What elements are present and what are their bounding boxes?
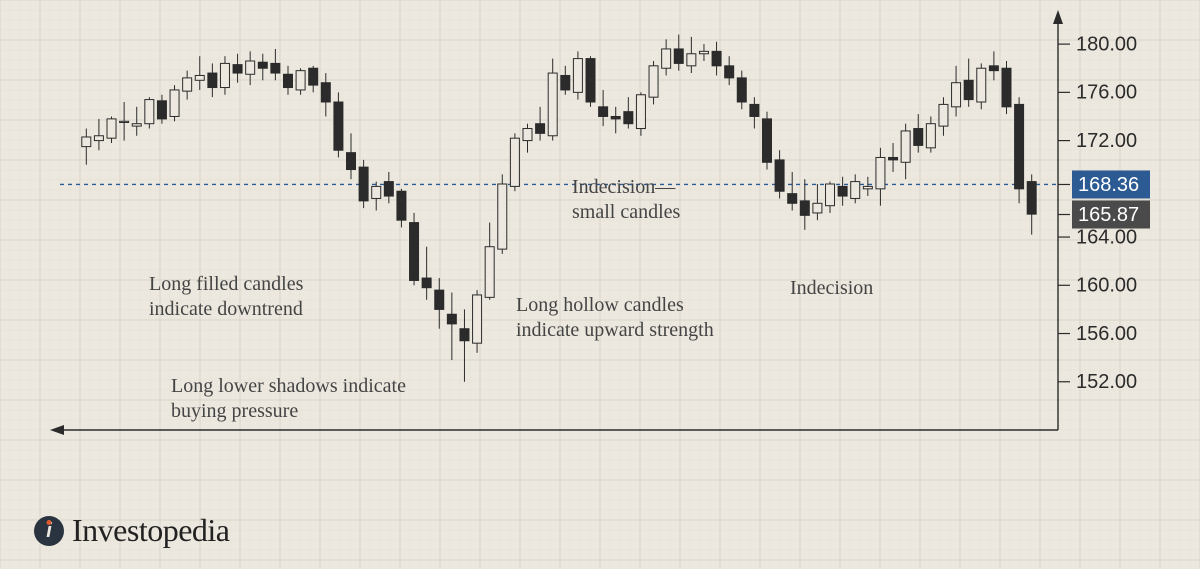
annotation-lower-shadow: Long lower shadows indicate buying press… bbox=[171, 374, 406, 424]
candle-body bbox=[157, 101, 166, 119]
candle-body bbox=[410, 223, 419, 281]
candle-body bbox=[624, 112, 633, 124]
candle-body bbox=[687, 54, 696, 66]
candle-body bbox=[914, 129, 923, 146]
candle-body bbox=[510, 138, 519, 186]
candle-body bbox=[561, 75, 570, 89]
candle-body bbox=[372, 186, 381, 198]
candle-body bbox=[1027, 182, 1036, 215]
candle-body bbox=[813, 203, 822, 213]
candle-body bbox=[712, 51, 721, 65]
candle-body bbox=[926, 124, 935, 148]
candle-body bbox=[586, 59, 595, 102]
candle-body bbox=[309, 68, 318, 85]
candle-body bbox=[120, 121, 129, 122]
candle-body bbox=[271, 63, 280, 73]
candle-body bbox=[94, 136, 103, 141]
candle-body bbox=[788, 194, 797, 204]
candle-body bbox=[334, 102, 343, 150]
candle-body bbox=[699, 51, 708, 53]
candle-body bbox=[725, 66, 734, 78]
ytick-label: 172.00 bbox=[1076, 130, 1137, 152]
price-box-label: 168.36 bbox=[1078, 174, 1139, 196]
candle-body bbox=[246, 61, 255, 74]
candle-body bbox=[636, 95, 645, 129]
candle-body bbox=[498, 184, 507, 249]
candle-body bbox=[851, 182, 860, 199]
candle-body bbox=[977, 68, 986, 102]
candle-body bbox=[384, 182, 393, 196]
ytick-label: 180.00 bbox=[1076, 33, 1137, 55]
annotation-downtrend: Long filled candles indicate downtrend bbox=[149, 272, 303, 322]
candle-body bbox=[422, 278, 431, 288]
candle-body bbox=[989, 66, 998, 71]
candle-body bbox=[573, 59, 582, 93]
candle-body bbox=[863, 186, 872, 188]
y-ticks: 180.00 176.00 172.00 168.36 165.87164.00 160.… bbox=[1058, 33, 1150, 393]
candle-body bbox=[447, 314, 456, 324]
candle-body bbox=[964, 80, 973, 99]
candle-body bbox=[283, 74, 292, 87]
candle-body bbox=[183, 78, 192, 91]
candle-body bbox=[939, 104, 948, 126]
candle-body bbox=[536, 124, 545, 134]
candle-body bbox=[397, 191, 406, 220]
candlestick-chart: 180.00 176.00 172.00 168.36 165.87164.00 160.… bbox=[0, 0, 1200, 569]
candle-body bbox=[901, 131, 910, 162]
candle-body bbox=[800, 201, 809, 215]
candle-body bbox=[1015, 104, 1024, 188]
candle-body bbox=[599, 107, 608, 117]
candle-body bbox=[145, 100, 154, 124]
candle-body bbox=[258, 62, 267, 68]
candle-body bbox=[611, 116, 620, 118]
candle-body bbox=[523, 129, 532, 141]
candle-body bbox=[347, 153, 356, 170]
candle-body bbox=[952, 83, 961, 107]
candle-body bbox=[485, 247, 494, 298]
ytick-label: 152.00 bbox=[1076, 371, 1137, 393]
candle-body bbox=[82, 137, 91, 147]
logo-mark-icon bbox=[34, 516, 64, 546]
candle-body bbox=[838, 186, 847, 196]
annotation-small-candles: Indecision— small candles bbox=[572, 175, 680, 225]
candle-body bbox=[876, 157, 885, 188]
candle-body bbox=[662, 49, 671, 68]
ytick-label: 164.00 bbox=[1076, 226, 1137, 248]
candle-body bbox=[170, 90, 179, 117]
candle-body bbox=[321, 83, 330, 102]
candle-body bbox=[649, 66, 658, 97]
candle-body bbox=[762, 119, 771, 162]
candle-body bbox=[132, 124, 141, 126]
candle-body bbox=[220, 63, 229, 87]
candle-body bbox=[460, 329, 469, 341]
candle-body bbox=[208, 73, 217, 87]
logo-text: Investopedia bbox=[72, 512, 230, 549]
candle-body bbox=[296, 71, 305, 90]
candle-body bbox=[826, 184, 835, 206]
candle-body bbox=[107, 119, 116, 138]
candle-body bbox=[750, 104, 759, 116]
ytick-label: 176.00 bbox=[1076, 82, 1137, 104]
candle-body bbox=[548, 73, 557, 136]
candle-body bbox=[195, 75, 204, 80]
ytick-label: 160.00 bbox=[1076, 275, 1137, 297]
candle-body bbox=[889, 157, 898, 159]
annotation-indecision: Indecision bbox=[790, 276, 873, 301]
candle-body bbox=[737, 78, 746, 102]
candle-body bbox=[359, 167, 368, 201]
candle-body bbox=[233, 65, 242, 73]
ytick-label: 156.00 bbox=[1076, 323, 1137, 345]
candle-body bbox=[473, 295, 482, 343]
candle-body bbox=[775, 160, 784, 191]
candle-body bbox=[674, 49, 683, 63]
brand-logo: Investopedia bbox=[34, 512, 230, 549]
candle-body bbox=[1002, 68, 1011, 107]
candle-body bbox=[435, 290, 444, 309]
price-box-label: 165.87 bbox=[1078, 204, 1139, 226]
annotation-hollow: Long hollow candles indicate upward stre… bbox=[516, 293, 714, 343]
